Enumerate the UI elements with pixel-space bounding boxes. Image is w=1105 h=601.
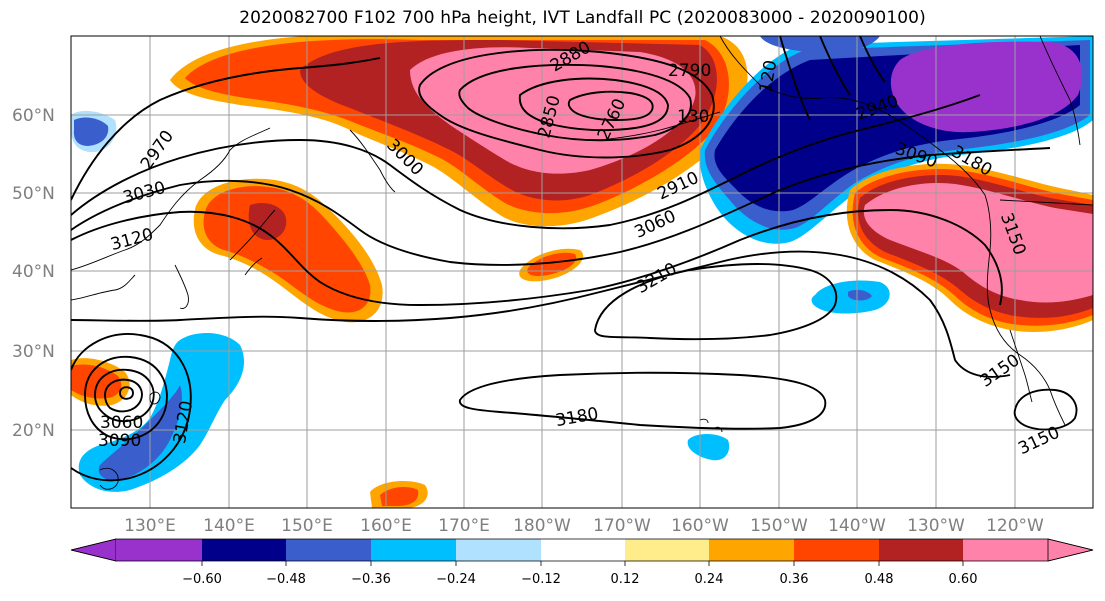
coastline-canada-borders — [999, 36, 1093, 206]
negative-region-kamchatka-inner — [73, 117, 109, 146]
lon-label-140w: 140°W — [828, 516, 886, 536]
lon-label-160w: 160°W — [671, 516, 729, 536]
positive-region-south-inner — [380, 487, 419, 506]
lon-label-150w: 150°W — [750, 516, 808, 536]
contour-ring-1 — [418, 48, 715, 159]
contour-3060 — [71, 147, 1051, 266]
colorbar-label-8: 0.36 — [780, 572, 809, 587]
colorbar-swatch-4 — [371, 539, 456, 561]
lon-label-140e: 140°E — [203, 516, 255, 536]
lat-label-20: 20°N — [12, 421, 55, 441]
negative-region-hawaii — [687, 434, 730, 461]
colorbar-label-10: 0.60 — [949, 572, 978, 587]
coastline-north-america — [984, 194, 1066, 426]
contour-typhoon-3 — [84, 356, 168, 441]
colorbar-label-1: −0.60 — [182, 572, 222, 587]
lon-label-160e: 160°E — [360, 516, 412, 536]
positive-region-japan-darkred — [248, 203, 287, 240]
colorbar-ticks — [201, 561, 964, 566]
contour-typhoon-4 — [71, 333, 192, 482]
map-title: 2020082700 F102 700 hPa height, IVT Land… — [239, 8, 926, 28]
contour-typhoon-2 — [94, 368, 155, 422]
lon-label-170w: 170°W — [593, 516, 651, 536]
coastline-philippines — [99, 467, 119, 490]
contour-label-3060-typhoon: 3060 — [100, 413, 143, 433]
colorbar-swatch-8 — [709, 539, 794, 561]
lat-labels: 60°N 50°N 40°N 30°N 20°N — [12, 106, 55, 441]
contour-2970 — [71, 57, 381, 201]
lat-label-30: 30°N — [12, 342, 55, 362]
lon-labels: 130°E 140°E 150°E 160°E 170°E 180°W 170°… — [124, 516, 1044, 536]
coastline-asia — [71, 127, 271, 301]
contour-label-3090-typhoon: 3090 — [98, 431, 141, 451]
colorbar-swatch-11 — [963, 539, 1048, 561]
colorbar-label-4: −0.24 — [436, 572, 476, 587]
positive-region-north-pink — [410, 47, 696, 174]
contour-ring-2 — [458, 63, 692, 142]
colorbar-swatch-9 — [794, 539, 879, 561]
coastline-baja — [1009, 329, 1033, 403]
colorbar-label-7: 0.24 — [695, 572, 724, 587]
contour-ring-3 — [518, 77, 669, 131]
contour-label-2790: 2790 — [668, 61, 711, 81]
contour-coast-lines — [779, 36, 886, 121]
colorbar-outline — [70, 538, 1094, 562]
colorbar-swatch-10 — [879, 539, 963, 561]
colorbar-extend-low — [70, 538, 117, 562]
colorbar-label-3: −0.36 — [351, 572, 391, 587]
lat-label-60: 60°N — [12, 106, 55, 126]
contour-3150-ring — [1013, 388, 1078, 431]
colorbar-swatch-6 — [541, 539, 625, 561]
coastline-kamchatka — [349, 129, 396, 193]
coastline-aleutians — [599, 111, 721, 141]
colorbar-label-9: 0.48 — [865, 572, 894, 587]
colorbar-swatch-2 — [202, 539, 286, 561]
negative-region-ne-top — [760, 36, 880, 53]
lat-label-40: 40°N — [12, 262, 55, 282]
gridlines — [71, 36, 1093, 508]
contour-3150-outer — [71, 250, 1011, 378]
contour-typhoon-1 — [104, 378, 143, 413]
contour-label-130: 130 — [677, 107, 709, 127]
positive-region-small-inner — [527, 252, 577, 276]
coastline-alaska — [719, 36, 986, 196]
coastlines — [71, 36, 1093, 490]
lon-label-130e: 130°E — [124, 516, 176, 536]
contour-3180 — [459, 371, 827, 430]
colorbar-label-6: 0.12 — [611, 572, 640, 587]
lon-label-150e: 150°E — [281, 516, 333, 536]
contour-3120 — [71, 209, 1003, 306]
lon-label-180: 180°W — [513, 516, 571, 536]
contour-3030 — [71, 94, 981, 230]
colorbar: −0.60 −0.48 −0.36 −0.24 −0.12 0.12 0.24 … — [70, 538, 1094, 587]
contour-typhoon-eye — [119, 386, 134, 400]
lon-label-130w: 130°W — [907, 516, 965, 536]
contour-ring-4 — [567, 90, 654, 121]
lon-label-170e: 170°E — [438, 516, 490, 536]
negative-region-subtropical-inner — [848, 289, 872, 301]
colorbar-swatch-1 — [116, 539, 202, 561]
coastline-korea — [174, 264, 189, 309]
colorbar-swatch-5 — [456, 539, 541, 561]
colorbar-extend-high — [1047, 538, 1094, 562]
colorbar-swatch-3 — [286, 539, 371, 561]
colorbar-swatch-7 — [625, 539, 709, 561]
contour-3210 — [594, 263, 838, 341]
colorbar-label-5: −0.12 — [521, 572, 561, 587]
plot-border — [70, 35, 1094, 509]
lon-label-120w: 120°W — [986, 516, 1044, 536]
height-contours — [71, 36, 1078, 482]
lat-label-50: 50°N — [12, 184, 55, 204]
negative-region-westpac-inner — [98, 385, 182, 481]
ivt-shading: 2880 2790 2850 2760 130 120 2970 3030 31… — [71, 36, 1093, 508]
colorbar-label-2: −0.48 — [266, 572, 306, 587]
coastline-japan — [229, 209, 276, 276]
